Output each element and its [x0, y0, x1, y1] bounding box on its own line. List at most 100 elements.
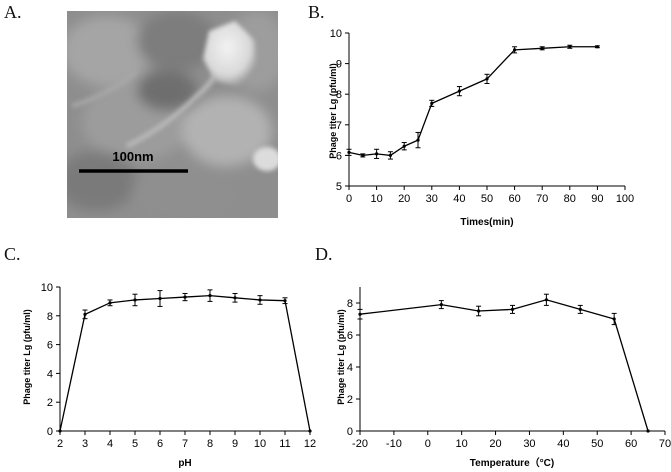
x-tick-label: -20 [352, 438, 368, 450]
y-tick-label: 8 [336, 89, 342, 101]
x-tick-label: 10 [370, 193, 382, 205]
x-tick-label: 10 [456, 438, 468, 450]
x-tick-label: 70 [536, 193, 548, 205]
panel-letter-a: A. [4, 2, 22, 22]
chart-c-x-axis-label: pH [178, 458, 191, 469]
data-point [595, 45, 600, 49]
data-point [578, 307, 582, 311]
data-point [540, 46, 544, 50]
y-tick-label: 8 [47, 311, 53, 323]
data-point [402, 144, 406, 148]
data-point [133, 298, 137, 302]
x-tick-label: 40 [453, 193, 465, 205]
x-tick-label: 80 [564, 193, 576, 205]
chart-c-y-axis-label: Phage titer Lg (pfu/ml) [22, 309, 32, 405]
x-tick-label: 2 [57, 438, 63, 450]
x-tick-label: 11 [279, 438, 290, 450]
y-tick-label: 0 [347, 426, 353, 438]
data-point [612, 317, 616, 321]
x-tick-label: 60 [508, 193, 520, 205]
data-point [375, 152, 379, 156]
x-tick-label: 100 [616, 193, 634, 205]
data-point [258, 298, 262, 302]
x-tick-label: 60 [625, 438, 637, 450]
y-tick-label: 2 [347, 394, 353, 406]
x-tick-label: 3 [82, 438, 88, 450]
x-tick-label: 9 [232, 438, 238, 450]
y-tick-label: 9 [336, 59, 342, 71]
data-point [388, 153, 392, 157]
data-point [439, 303, 443, 307]
y-tick-label: 6 [336, 150, 342, 162]
y-tick-label: 2 [47, 397, 53, 409]
x-tick-label: 5 [132, 438, 138, 450]
chart-d-series [357, 293, 650, 433]
chart-d-x-axis-label: Temperature（°C) [470, 456, 554, 469]
x-tick-label: 30 [523, 438, 535, 450]
chart-b-ticks: 0 10 20 30 40 50 60 70 80 90 100 5 6 7 8 9 10 [330, 28, 634, 205]
y-tick-label: 0 [47, 426, 53, 438]
data-point [233, 296, 237, 300]
data-point [58, 429, 62, 433]
x-tick-label: 20 [398, 193, 410, 205]
y-tick-label: 4 [47, 368, 53, 380]
series-line [59, 294, 311, 432]
y-tick-label: 4 [347, 362, 353, 374]
x-tick-label: 7 [182, 438, 188, 450]
data-point [308, 429, 312, 433]
x-tick-label: 30 [426, 193, 438, 205]
chart-d: -20 -10 0 10 20 30 40 50 60 70 0 2 4 6 8 Temperature（°… [336, 287, 671, 469]
y-tick-label: 7 [336, 120, 342, 132]
data-point [83, 312, 87, 316]
x-tick-label: 8 [207, 438, 213, 450]
x-tick-label: 10 [254, 438, 266, 450]
data-point [158, 296, 162, 301]
micrograph-image: 100nm [67, 11, 278, 218]
x-tick-label: 70 [659, 438, 671, 450]
x-tick-label: -10 [386, 438, 402, 450]
chart-b-y-axis-label: Phage titer Lg (pfu/ml) [328, 63, 338, 159]
series-line [348, 46, 598, 157]
x-tick-label: 6 [157, 438, 163, 450]
panel-letter-c: C. [4, 244, 21, 264]
data-point [513, 48, 517, 52]
y-tick-label: 8 [347, 298, 353, 310]
y-tick-label: 6 [47, 340, 53, 352]
data-point [485, 77, 489, 81]
chart-d-ticks: -20 -10 0 10 20 30 40 50 60 70 0 2 4 6 8 [347, 298, 671, 450]
data-point [457, 89, 461, 93]
chart-b: 0 10 20 30 40 50 60 70 80 90 100 5 6 7 8 9 10 Times(min)… [328, 28, 634, 228]
y-tick-label: 10 [41, 282, 53, 294]
x-tick-label: 0 [346, 193, 352, 205]
y-tick-label: 5 [336, 181, 342, 193]
data-point [108, 301, 112, 305]
data-point [544, 298, 548, 302]
chart-b-axes [348, 33, 625, 187]
x-tick-label: 40 [557, 438, 569, 450]
x-tick-label: 4 [107, 438, 113, 450]
data-point [361, 153, 365, 157]
x-tick-label: 12 [304, 438, 316, 450]
chart-b-series [346, 44, 600, 160]
chart-c-series [58, 289, 312, 433]
data-point [510, 307, 515, 311]
y-tick-label: 6 [347, 330, 353, 342]
data-point [646, 429, 650, 433]
x-tick-label: 0 [425, 438, 431, 450]
x-tick-label: 90 [591, 193, 603, 205]
panel-letter-d: D. [315, 244, 333, 264]
chart-b-x-axis-label: Times(min) [460, 217, 513, 228]
panel-letter-b: B. [308, 2, 325, 22]
data-point [347, 150, 351, 154]
data-point [568, 45, 572, 49]
data-point [430, 101, 434, 105]
y-tick-label: 10 [330, 28, 342, 40]
x-tick-label: 50 [481, 193, 493, 205]
data-point [477, 309, 481, 313]
data-point [208, 294, 212, 298]
series-line [359, 299, 649, 432]
x-tick-label: 20 [489, 438, 501, 450]
